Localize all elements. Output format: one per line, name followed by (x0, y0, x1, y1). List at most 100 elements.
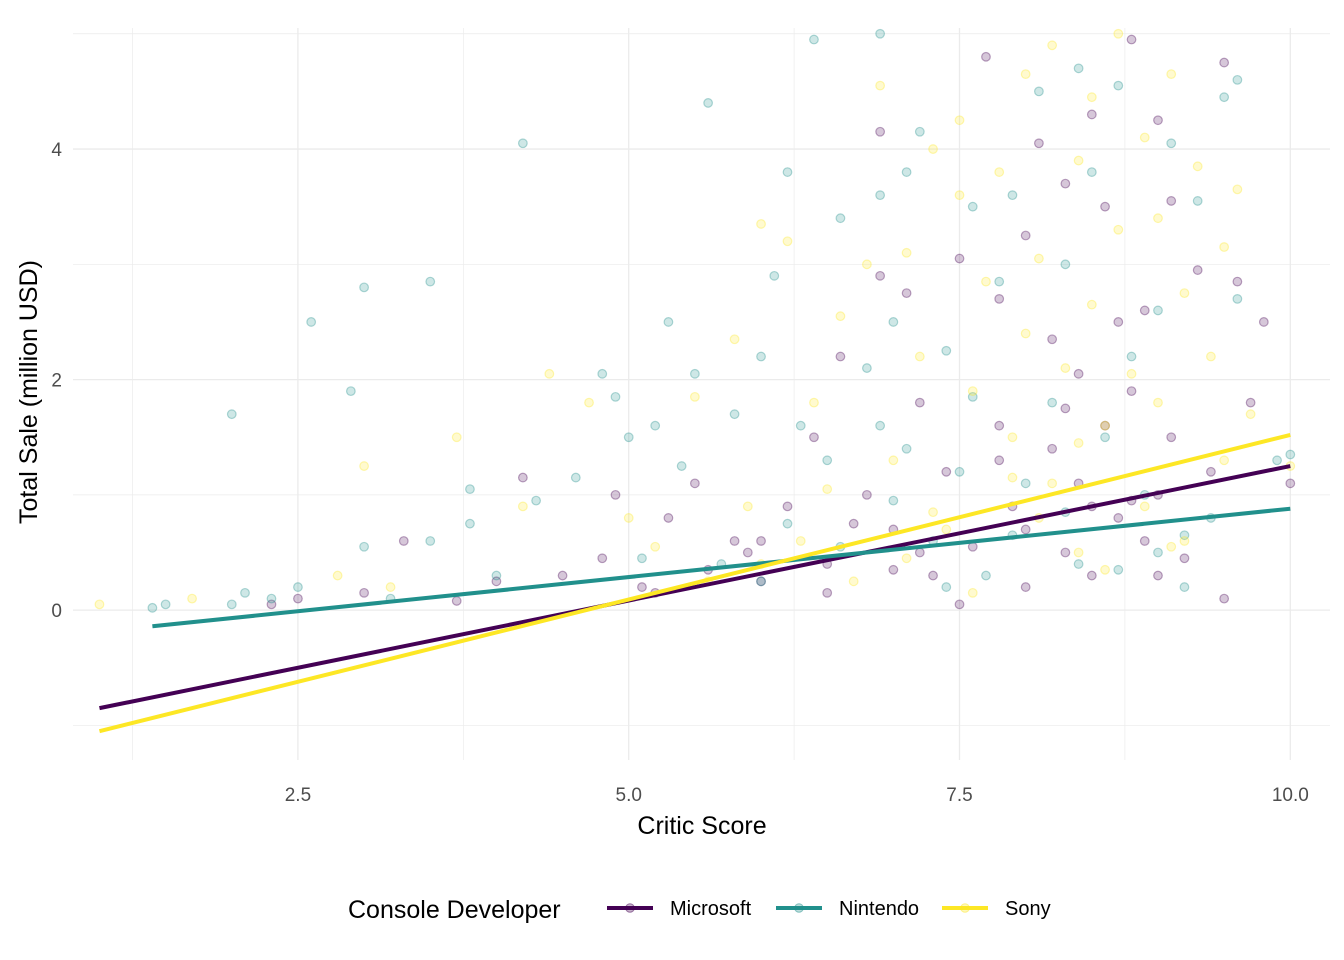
data-point (928, 570, 938, 581)
data-point (1113, 513, 1124, 523)
data-point (517, 138, 528, 149)
data-point (994, 455, 1005, 466)
data-point (1020, 328, 1031, 339)
data-point (570, 472, 581, 483)
data-points (94, 28, 1296, 613)
data-point (1047, 334, 1058, 345)
data-point (1179, 582, 1190, 592)
data-point (742, 547, 753, 558)
data-point (875, 270, 886, 281)
data-point (544, 368, 555, 379)
data-point (359, 461, 369, 471)
data-point (1179, 530, 1190, 541)
data-point (1153, 570, 1163, 581)
data-point (1060, 363, 1071, 373)
data-point (650, 541, 661, 552)
data-point (160, 599, 171, 610)
data-point (875, 190, 886, 201)
data-point (901, 443, 912, 454)
data-point (1139, 536, 1150, 546)
data-point (1073, 63, 1084, 74)
data-point (875, 420, 886, 431)
data-point (875, 28, 886, 39)
data-point (1100, 201, 1110, 212)
data-point (491, 576, 502, 587)
legend-item-sony: Sony (942, 898, 1051, 920)
data-point (1219, 242, 1230, 252)
data-point (1034, 253, 1044, 264)
data-point (861, 363, 872, 373)
data-point (1153, 547, 1163, 558)
data-point (835, 351, 846, 362)
data-point (531, 495, 542, 506)
data-point (782, 518, 793, 529)
data-point (1192, 196, 1203, 206)
data-point (1073, 155, 1084, 166)
data-point (1219, 593, 1230, 604)
data-point (861, 489, 872, 500)
data-point (769, 270, 780, 281)
data-point (954, 599, 965, 610)
grid-lines (73, 28, 1330, 760)
data-point (941, 466, 952, 477)
data-point (809, 397, 819, 408)
data-point (623, 432, 634, 443)
data-point (385, 582, 396, 592)
data-point (1086, 167, 1097, 177)
data-point (94, 599, 105, 610)
data-point (967, 391, 978, 402)
data-point (689, 391, 700, 402)
data-point (809, 432, 819, 443)
data-point (1179, 536, 1190, 546)
data-point (1166, 541, 1177, 552)
data-point (941, 345, 952, 356)
trend-line-sony (98, 432, 1291, 734)
data-point (994, 276, 1005, 287)
data-point (1126, 386, 1137, 397)
data-point (663, 317, 674, 327)
data-point (293, 582, 303, 592)
data-point (981, 570, 991, 581)
y-tick-label: 2 (51, 371, 62, 392)
data-point (689, 368, 700, 379)
x-tick-label: 5.0 (616, 785, 642, 806)
data-point (928, 507, 938, 518)
data-point (1020, 582, 1031, 592)
data-point (901, 247, 912, 258)
y-axis-title: Total Sale (million USD) (15, 260, 43, 524)
data-point (1047, 443, 1058, 454)
data-point (729, 334, 740, 345)
data-point (756, 576, 766, 587)
data-point (1232, 293, 1243, 304)
data-point (875, 126, 886, 137)
data-point (822, 484, 833, 495)
legend-key-point (960, 903, 970, 913)
data-point (994, 167, 1005, 177)
data-point (1166, 69, 1177, 80)
y-tick-label: 4 (51, 140, 62, 161)
data-point (1192, 265, 1203, 275)
x-tick-label: 7.5 (946, 785, 972, 806)
data-point (1232, 184, 1243, 195)
data-point (1219, 57, 1230, 68)
data-point (888, 317, 899, 327)
data-point (888, 564, 899, 575)
data-point (1100, 564, 1110, 575)
data-point (795, 536, 806, 546)
data-point (1126, 351, 1137, 362)
data-point (822, 587, 833, 598)
data-point (1086, 92, 1097, 103)
data-point (967, 201, 978, 212)
data-point (597, 553, 608, 564)
data-point (1232, 276, 1243, 287)
data-point (1047, 397, 1058, 408)
data-point (835, 213, 846, 224)
data-point (226, 409, 237, 420)
data-point (954, 115, 965, 126)
data-point (1113, 224, 1124, 235)
data-point (994, 420, 1005, 431)
data-point (610, 391, 621, 402)
data-point (359, 541, 369, 552)
data-point (1073, 368, 1084, 379)
data-point (941, 524, 952, 535)
